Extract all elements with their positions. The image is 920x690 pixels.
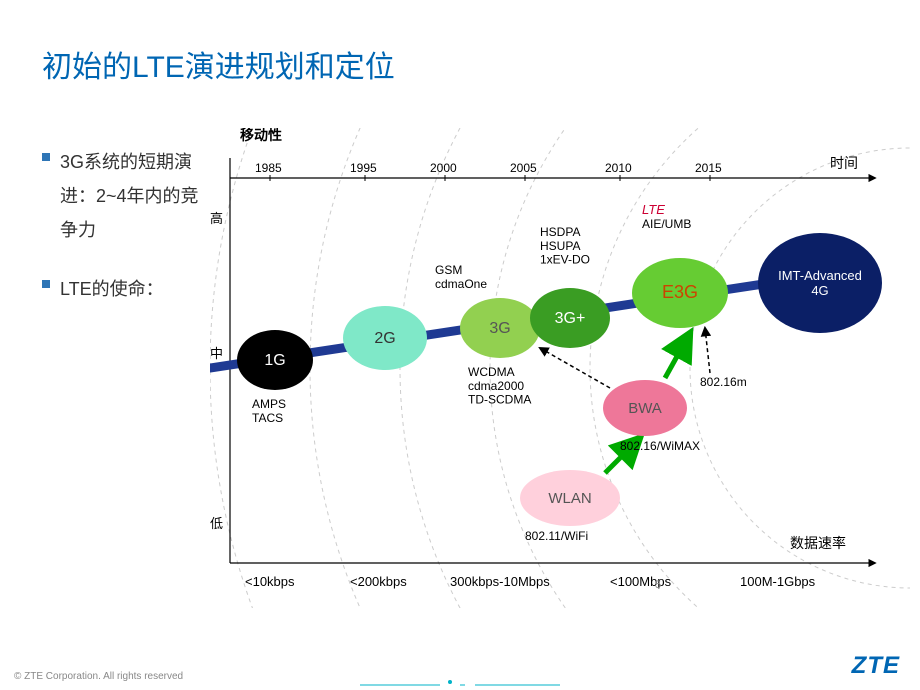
svg-text:3G+: 3G+ xyxy=(555,310,586,327)
svg-text:<10kbps: <10kbps xyxy=(245,574,295,589)
svg-text:2010: 2010 xyxy=(605,161,632,175)
svg-text:300kbps-10Mbps: 300kbps-10Mbps xyxy=(450,574,550,589)
slide-title: 初始的LTE演进规划和定位 xyxy=(42,42,395,86)
svg-text:GSMcdmaOne: GSMcdmaOne xyxy=(435,263,487,291)
svg-text:WCDMAcdma2000TD-SCDMA: WCDMAcdma2000TD-SCDMA xyxy=(468,365,531,407)
svg-text:2015: 2015 xyxy=(695,161,722,175)
svg-text:AMPSTACS: AMPSTACS xyxy=(252,397,286,425)
svg-text:<100Mbps: <100Mbps xyxy=(610,574,672,589)
zte-logo: ZTE xyxy=(852,652,900,680)
svg-text:1995: 1995 xyxy=(350,161,377,175)
svg-text:5: 5 xyxy=(655,579,661,591)
svg-text:低: 低 xyxy=(210,516,223,531)
svg-text:LTE: LTE xyxy=(642,202,665,217)
bullet-item: 3G系统的短期演进：2~4年内的竞争力 xyxy=(42,145,207,248)
svg-text:802.16m: 802.16m xyxy=(700,375,747,389)
svg-text:BWA: BWA xyxy=(628,400,662,417)
svg-text:2G: 2G xyxy=(374,330,395,347)
svg-text:2000: 2000 xyxy=(430,161,457,175)
svg-text:3G: 3G xyxy=(489,320,510,337)
copyright-footer: © ZTE Corporation. All rights reserved xyxy=(14,671,183,682)
bullet-list: 3G系统的短期演进：2~4年内的竞争力 LTE的使命： xyxy=(42,145,207,330)
svg-text:WLAN: WLAN xyxy=(548,490,591,507)
bullet-item: LTE的使命： xyxy=(42,272,207,306)
svg-text:<200kbps: <200kbps xyxy=(350,574,407,589)
svg-text:中: 中 xyxy=(210,346,223,361)
bullet-text: 3G系统的短期演进：2~4年内的竞争力 xyxy=(60,145,207,248)
svg-text:时间: 时间 xyxy=(830,155,858,171)
svg-text:高: 高 xyxy=(210,211,223,226)
svg-text:1G: 1G xyxy=(264,352,285,369)
svg-text:1985: 1985 xyxy=(255,161,282,175)
svg-text:E3G: E3G xyxy=(662,282,698,302)
svg-text:2005: 2005 xyxy=(510,161,537,175)
svg-text:802.16/WiMAX: 802.16/WiMAX xyxy=(620,439,700,453)
svg-text:HSDPAHSUPA1xEV-DO: HSDPAHSUPA1xEV-DO xyxy=(540,225,590,267)
bullet-marker xyxy=(42,153,50,161)
bullet-text: LTE的使命： xyxy=(60,272,164,306)
svg-text:数据速率: 数据速率 xyxy=(790,535,846,551)
footer-decoration xyxy=(360,660,560,690)
svg-text:移动性: 移动性 xyxy=(240,128,282,143)
evolution-diagram: 移动性高中低 时间 1985 1995 2000 2005 2010 2015 数据速率 <10k… xyxy=(210,128,910,608)
bullet-marker xyxy=(42,280,50,288)
svg-text:AIE/UMB: AIE/UMB xyxy=(642,217,691,231)
svg-text:100M-1Gbps: 100M-1Gbps xyxy=(740,574,816,589)
svg-text:802.11/WiFi: 802.11/WiFi xyxy=(525,529,588,543)
